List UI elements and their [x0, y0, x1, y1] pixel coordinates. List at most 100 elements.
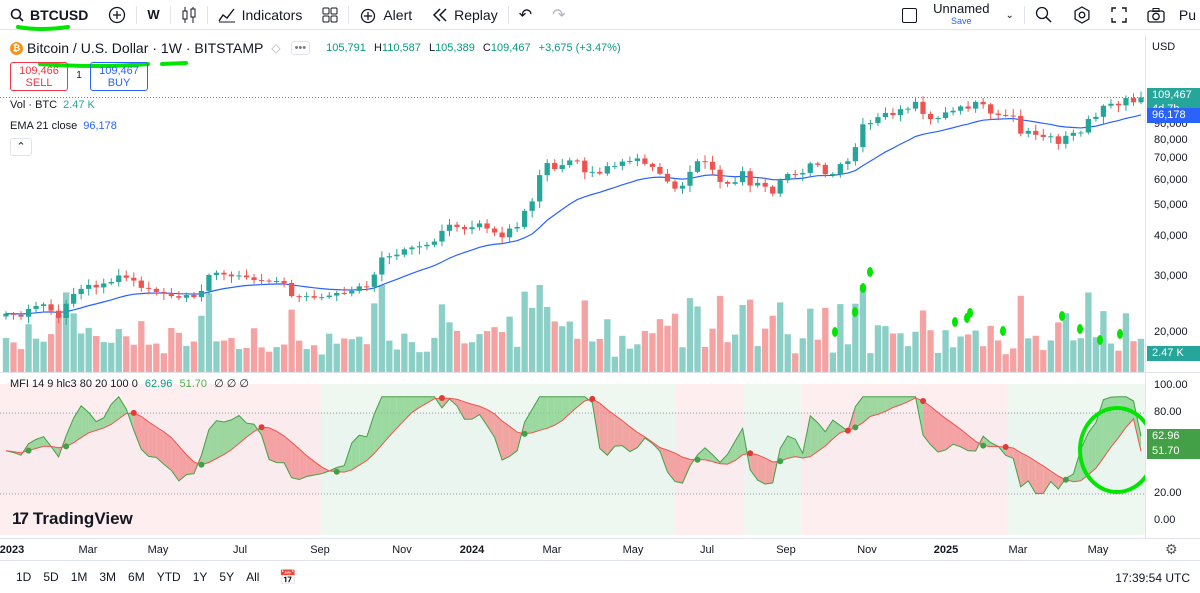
volume-bar: [498, 332, 506, 372]
price-scale[interactable]: USD 100,00090,00080,00070,00060,00050,00…: [1145, 35, 1200, 538]
volume-bar: [85, 327, 92, 372]
ema-legend[interactable]: EMA 21 close 96,178: [10, 120, 117, 132]
candle-body: [401, 249, 408, 255]
mfi-cross-dot: [1062, 476, 1069, 483]
candle-body: [574, 160, 580, 162]
candle-body: [1063, 135, 1069, 144]
volume-bar: [2, 337, 10, 372]
candle-body: [642, 158, 648, 164]
range-all[interactable]: All: [246, 570, 260, 584]
volume-bar: [183, 345, 190, 372]
mfi-fill: [539, 396, 548, 431]
more-options-button[interactable]: •••: [290, 41, 311, 55]
clock-utc[interactable]: 17:39:54 UTC: [1115, 571, 1190, 585]
candle-body: [709, 161, 716, 170]
mfi-fill: [479, 406, 488, 426]
indicators-icon: [218, 8, 235, 22]
high-value: 110,587: [381, 42, 421, 54]
time-axis[interactable]: ⚙ 2023 Mar May Jul Sep Nov 2024 Mar May Jul Sep Nov…: [0, 538, 1200, 560]
axis-settings-gear-icon[interactable]: ⚙: [1165, 541, 1178, 557]
symbol-description[interactable]: Bitcoin / U.S. Dollar: [27, 40, 149, 56]
indicators-button[interactable]: Indicators: [208, 0, 313, 30]
candle-body: [236, 275, 242, 277]
range-1y[interactable]: 1Y: [192, 570, 208, 584]
replay-label: Replay: [454, 6, 498, 23]
volume-bar: [1107, 343, 1115, 372]
candle-body: [912, 101, 919, 109]
time-axis-label: Mar: [1008, 544, 1028, 556]
volume-bar: [295, 340, 303, 372]
mfi-fill: [374, 396, 382, 454]
mfi-value: 62.96: [144, 378, 173, 390]
settings-button[interactable]: [1063, 0, 1101, 30]
layout-checkbox[interactable]: [892, 0, 927, 30]
chart-type-button[interactable]: [171, 0, 207, 30]
volume-bar: [378, 285, 385, 372]
range-3m[interactable]: 3M: [99, 570, 117, 584]
volume-bar: [859, 285, 867, 372]
volume-bar: [190, 341, 198, 372]
candle-body: [785, 174, 791, 181]
collapse-legend-button[interactable]: ⌃: [10, 138, 32, 156]
range-6m[interactable]: 6M: [128, 570, 145, 584]
candle-body: [770, 186, 776, 194]
snapshot-button[interactable]: [1137, 0, 1175, 30]
eye-icon[interactable]: ◇: [271, 41, 281, 55]
layout-dropdown[interactable]: ⌄: [995, 0, 1023, 30]
time-axis-label: 2024: [459, 544, 485, 556]
mfi-fill: [599, 403, 608, 456]
volume-bar: [762, 328, 769, 372]
candle-body: [40, 304, 47, 307]
compare-symbol-button[interactable]: [98, 0, 136, 30]
undo-button[interactable]: ↶: [509, 0, 542, 30]
go-to-date-calendar-icon[interactable]: 📅: [279, 568, 297, 585]
volume-bar: [754, 346, 761, 372]
range-5y[interactable]: 5Y: [219, 570, 235, 584]
buy-button[interactable]: 109,467 BUY: [90, 62, 148, 91]
quick-search-button[interactable]: [1025, 0, 1063, 30]
candle-body: [694, 161, 701, 172]
toolbar-separator: [1023, 6, 1025, 24]
symbol-search-button[interactable]: BTCUSD: [0, 0, 98, 30]
redo-button[interactable]: ↷: [542, 0, 575, 30]
candle-body: [664, 173, 671, 182]
range-1d[interactable]: 1D: [16, 570, 32, 584]
mfi-fill: [239, 415, 247, 444]
mfi-fill: [344, 443, 352, 473]
interval-exchange[interactable]: · 1W · BITSTAMP: [152, 40, 264, 56]
candle-body: [266, 280, 272, 282]
range-ytd[interactable]: YTD: [156, 570, 181, 584]
volume-bar: [1077, 338, 1085, 372]
interval-button[interactable]: W: [137, 0, 169, 30]
candle-body: [454, 224, 460, 227]
volume-bar: [438, 304, 446, 372]
candle-body: [529, 201, 535, 211]
volume-legend[interactable]: Vol · BTC 2.47 K: [10, 99, 95, 111]
layouts-button[interactable]: [312, 0, 348, 30]
candle-body: [439, 230, 445, 242]
publish-button[interactable]: Pu: [1178, 7, 1196, 23]
volume-bar: [423, 351, 431, 372]
range-1m[interactable]: 1M: [70, 570, 88, 584]
volume-bar: [401, 333, 408, 372]
candle-body: [101, 283, 107, 288]
volume-bar: [363, 344, 370, 372]
mfi-legend[interactable]: MFI 14 9 hlc3 80 20 100 0 62.96 51.70 ∅ …: [10, 377, 249, 390]
volume-bar: [566, 321, 573, 372]
fullscreen-button[interactable]: [1101, 0, 1137, 30]
chart-pane[interactable]: [0, 35, 1145, 538]
currency-button[interactable]: USD: [1152, 41, 1176, 53]
replay-button[interactable]: Replay: [422, 0, 508, 30]
layout-name-button[interactable]: Unnamed Save: [927, 2, 995, 27]
candle-body: [582, 160, 588, 173]
sell-button[interactable]: 109,466 SELL: [10, 62, 68, 91]
candle-body: [1033, 130, 1039, 135]
alert-button[interactable]: Alert: [349, 0, 422, 30]
quantity-field[interactable]: 1: [76, 70, 82, 81]
time-axis-label: Jul: [699, 544, 715, 556]
range-5d[interactable]: 5D: [43, 570, 59, 584]
candle-body: [71, 294, 77, 304]
mfi-fill: [351, 435, 360, 470]
pane-divider[interactable]: [0, 372, 1200, 373]
volume-bar: [100, 342, 107, 372]
